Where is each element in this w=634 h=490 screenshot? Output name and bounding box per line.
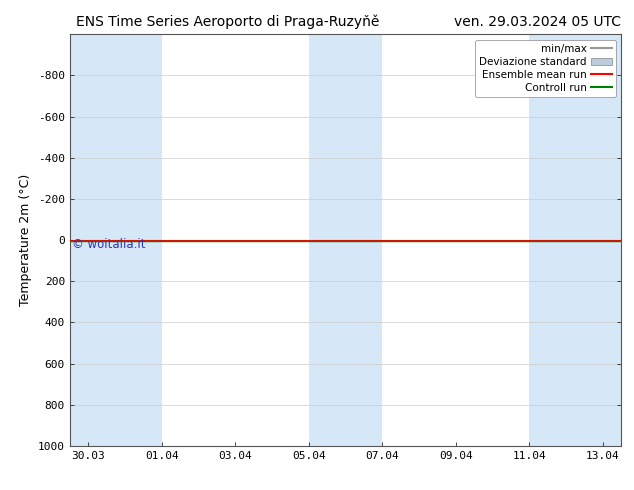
- Legend: min/max, Deviazione standard, Ensemble mean run, Controll run: min/max, Deviazione standard, Ensemble m…: [476, 40, 616, 97]
- Text: ven. 29.03.2024 05 UTC: ven. 29.03.2024 05 UTC: [455, 15, 621, 29]
- Y-axis label: Temperature 2m (°C): Temperature 2m (°C): [19, 174, 32, 306]
- Bar: [70, 34, 162, 446]
- Bar: [309, 34, 382, 446]
- Bar: [529, 34, 621, 446]
- Text: © woitalia.it: © woitalia.it: [72, 238, 146, 251]
- Text: ENS Time Series Aeroporto di Praga-Ruzyňě: ENS Time Series Aeroporto di Praga-Ruzyň…: [76, 15, 380, 29]
